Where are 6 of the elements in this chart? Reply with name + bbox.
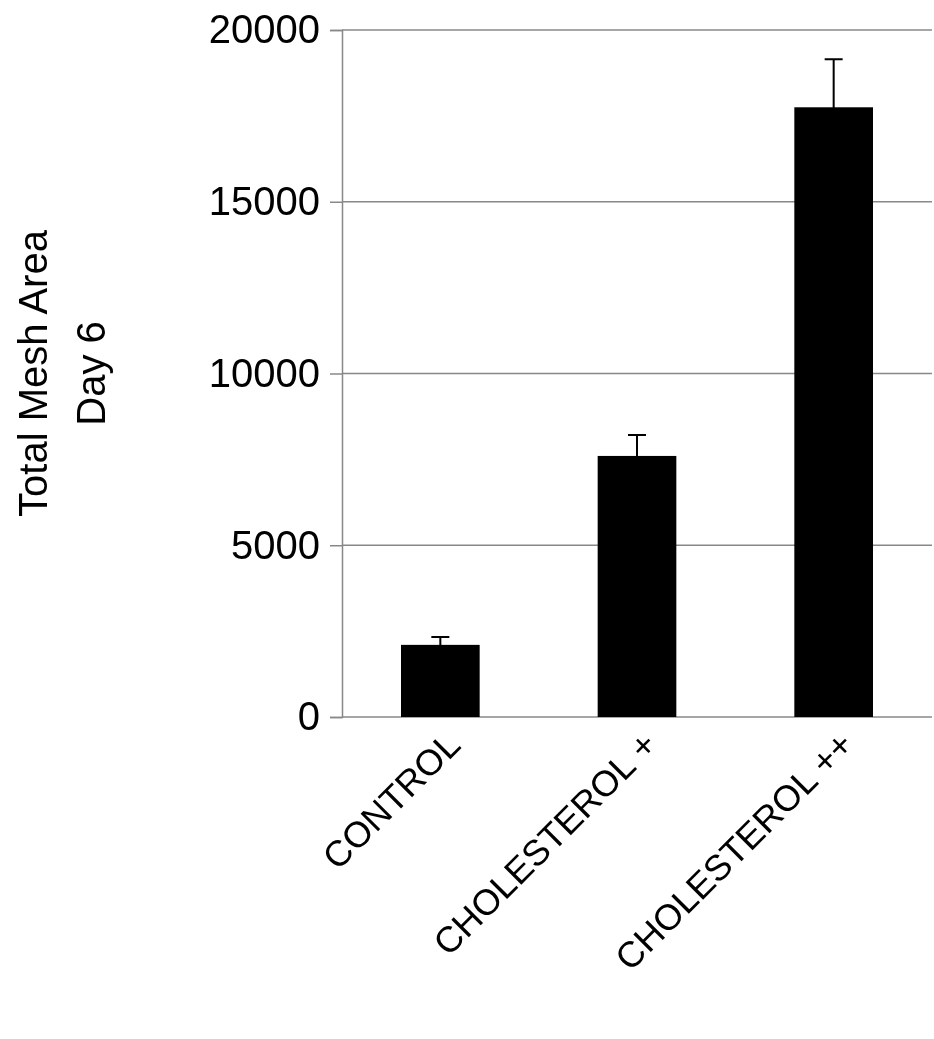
y-tick-label: 0 [297, 694, 320, 739]
y-axis-title: Total Mesh Area Day 6 [11, 229, 113, 517]
y-tick-label: 15000 [208, 179, 320, 224]
y-tick-label: 20000 [208, 7, 320, 52]
y-tick-label: 5000 [231, 522, 320, 567]
y-tick-label: 10000 [208, 350, 320, 395]
